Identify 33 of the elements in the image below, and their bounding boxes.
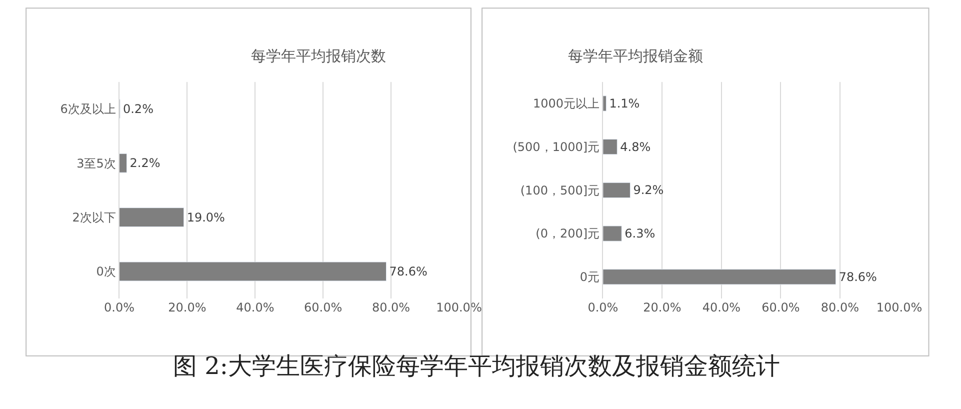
data-label: 78.6% bbox=[389, 264, 428, 278]
y-tick-label: (100，500]元 bbox=[520, 183, 600, 198]
x-tick-label: 20.0% bbox=[643, 300, 682, 315]
y-tick-label: (0，200]元 bbox=[536, 226, 600, 241]
y-tick-label: 3至5次 bbox=[76, 156, 116, 170]
data-label: 19.0% bbox=[186, 210, 225, 224]
x-tick-label: 60.0% bbox=[762, 300, 800, 315]
data-label: 78.6% bbox=[838, 270, 877, 284]
y-tick-label: 1000元以上 bbox=[533, 96, 600, 111]
x-tick-label: 100.0% bbox=[876, 300, 922, 315]
y-tick-label: 0次 bbox=[96, 264, 116, 279]
caption: 图 2:大学生医疗保险每学年平均报销次数及报销金额统计 bbox=[173, 352, 780, 380]
x-tick-label: 60.0% bbox=[304, 300, 342, 315]
x-tick-label: 100.0% bbox=[436, 300, 482, 315]
chart-title: 每学年平均报销金额 bbox=[568, 47, 703, 65]
x-tick-label: 0.0% bbox=[588, 300, 618, 315]
x-tick-label: 40.0% bbox=[236, 300, 274, 315]
data-label: 6.3% bbox=[624, 226, 656, 241]
data-label: 4.8% bbox=[620, 140, 651, 154]
y-tick-label: 2次以下 bbox=[72, 210, 116, 224]
y-tick-label: 0元 bbox=[580, 270, 600, 284]
y-tick-label: (500，1000]元 bbox=[512, 140, 600, 154]
x-tick-label: 80.0% bbox=[372, 300, 410, 315]
data-label: 9.2% bbox=[633, 183, 664, 198]
x-tick-label: 0.0% bbox=[104, 300, 135, 315]
chart-title: 每学年平均报销次数 bbox=[251, 47, 386, 65]
x-tick-label: 80.0% bbox=[820, 300, 860, 315]
y-tick-label: 6次及以上 bbox=[60, 102, 116, 116]
data-label: 1.1% bbox=[609, 96, 640, 110]
data-label: 2.2% bbox=[130, 156, 160, 170]
x-tick-label: 20.0% bbox=[168, 300, 206, 315]
x-tick-label: 40.0% bbox=[702, 300, 741, 315]
data-label: 0.2% bbox=[122, 102, 154, 116]
